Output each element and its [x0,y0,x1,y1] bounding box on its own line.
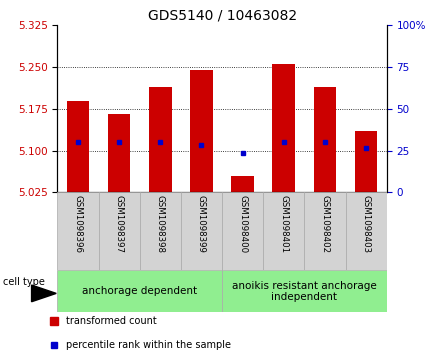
Bar [314,87,336,192]
Text: GSM1098398: GSM1098398 [156,195,165,253]
Text: GSM1098401: GSM1098401 [279,195,288,253]
Bar [57,270,222,312]
Text: GSM1098400: GSM1098400 [238,195,247,253]
Text: percentile rank within the sample: percentile rank within the sample [66,340,231,350]
Bar [346,192,387,270]
Text: anchorage dependent: anchorage dependent [82,286,197,296]
Text: transformed count: transformed count [66,317,156,326]
Title: GDS5140 / 10463082: GDS5140 / 10463082 [147,9,297,23]
Bar [190,70,213,192]
Text: GSM1098403: GSM1098403 [362,195,371,253]
Bar [57,192,99,270]
Bar [181,192,222,270]
Text: GSM1098397: GSM1098397 [115,195,124,253]
Bar [272,64,295,192]
Bar [140,192,181,270]
Text: GSM1098402: GSM1098402 [320,195,329,253]
Bar [263,192,304,270]
Bar [222,192,263,270]
Text: cell type: cell type [3,277,45,287]
Polygon shape [31,285,56,302]
Bar [149,87,172,192]
Bar [99,192,140,270]
Bar [67,101,89,192]
Bar [304,192,346,270]
Bar [222,270,387,312]
Text: GSM1098399: GSM1098399 [197,195,206,253]
Text: anoikis resistant anchorage
independent: anoikis resistant anchorage independent [232,281,377,302]
Bar [231,176,254,192]
Text: GSM1098396: GSM1098396 [74,195,82,253]
Bar [355,131,377,192]
Bar [108,114,130,192]
